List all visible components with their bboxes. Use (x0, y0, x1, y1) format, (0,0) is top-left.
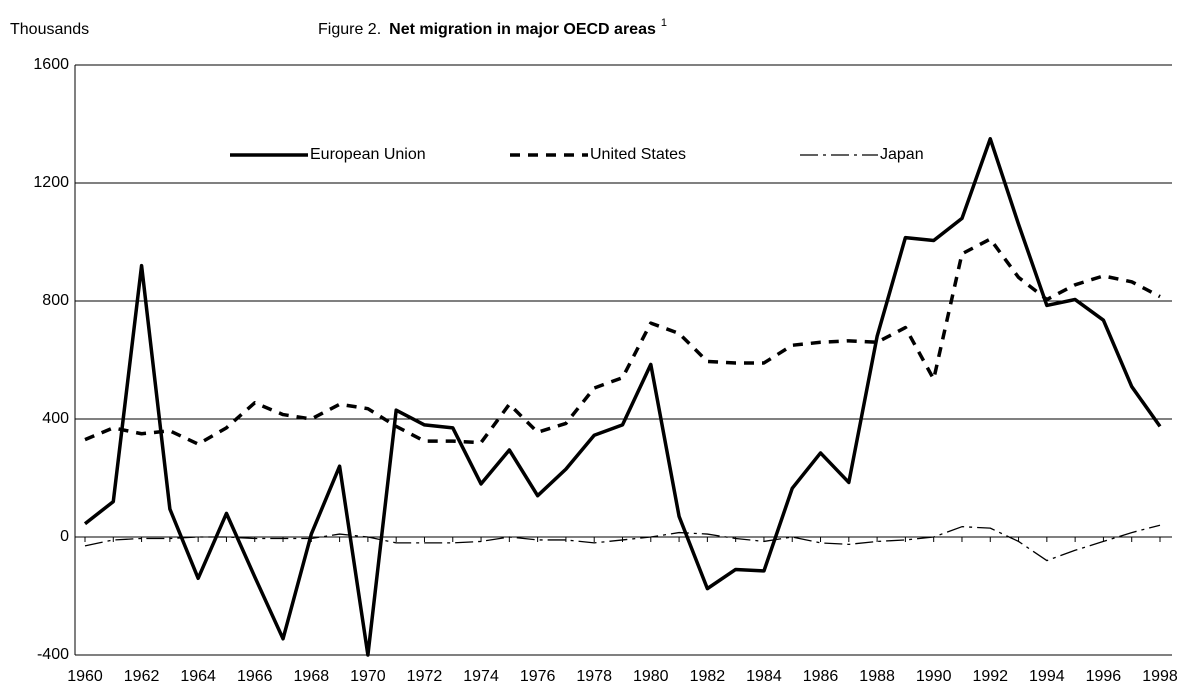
y-tick-label: 800 (42, 292, 69, 309)
title-main: Net migration in major OECD areas (389, 21, 656, 38)
x-tick-label: 1972 (407, 668, 443, 685)
chart-title: Figure 2. Net migration in major OECD are… (318, 17, 667, 38)
x-tick-label: 1988 (859, 668, 895, 685)
legend-label: Japan (880, 146, 924, 163)
x-tick-label: 1984 (746, 668, 782, 685)
x-tick-label: 1964 (180, 668, 216, 685)
x-tick-label: 1990 (916, 668, 952, 685)
y-tick-label: 0 (60, 528, 69, 545)
title-note: 1 (661, 17, 667, 29)
y-tick-label: 400 (42, 410, 69, 427)
x-tick-label: 1970 (350, 668, 386, 685)
legend-label: United States (590, 146, 686, 163)
x-tick-label: 1996 (1086, 668, 1122, 685)
x-tick-label: 1986 (803, 668, 839, 685)
x-tick-label: 1960 (67, 668, 103, 685)
y-tick-label: 1200 (33, 174, 69, 191)
x-tick-label: 1994 (1029, 668, 1065, 685)
x-tick-label: 1998 (1142, 668, 1178, 685)
x-tick-label: 1976 (520, 668, 556, 685)
y-tick-label: 1600 (33, 56, 69, 73)
series-line (84, 237, 1161, 446)
series-line (84, 524, 1161, 562)
x-tick-label: 1968 (294, 668, 330, 685)
legend-label: European Union (310, 146, 426, 163)
x-tick-label: 1980 (633, 668, 669, 685)
x-tick-label: 1978 (576, 668, 612, 685)
series-line (83, 137, 1162, 657)
x-tick-label: 1982 (690, 668, 726, 685)
y-tick-label: -400 (37, 646, 69, 663)
x-tick-label: 1974 (463, 668, 499, 685)
x-tick-label: 1966 (237, 668, 273, 685)
title-prefix: Figure 2. (318, 21, 381, 38)
x-tick-label: 1992 (972, 668, 1008, 685)
x-tick-label: 1962 (124, 668, 160, 685)
y-axis-label: Thousands (10, 21, 89, 38)
